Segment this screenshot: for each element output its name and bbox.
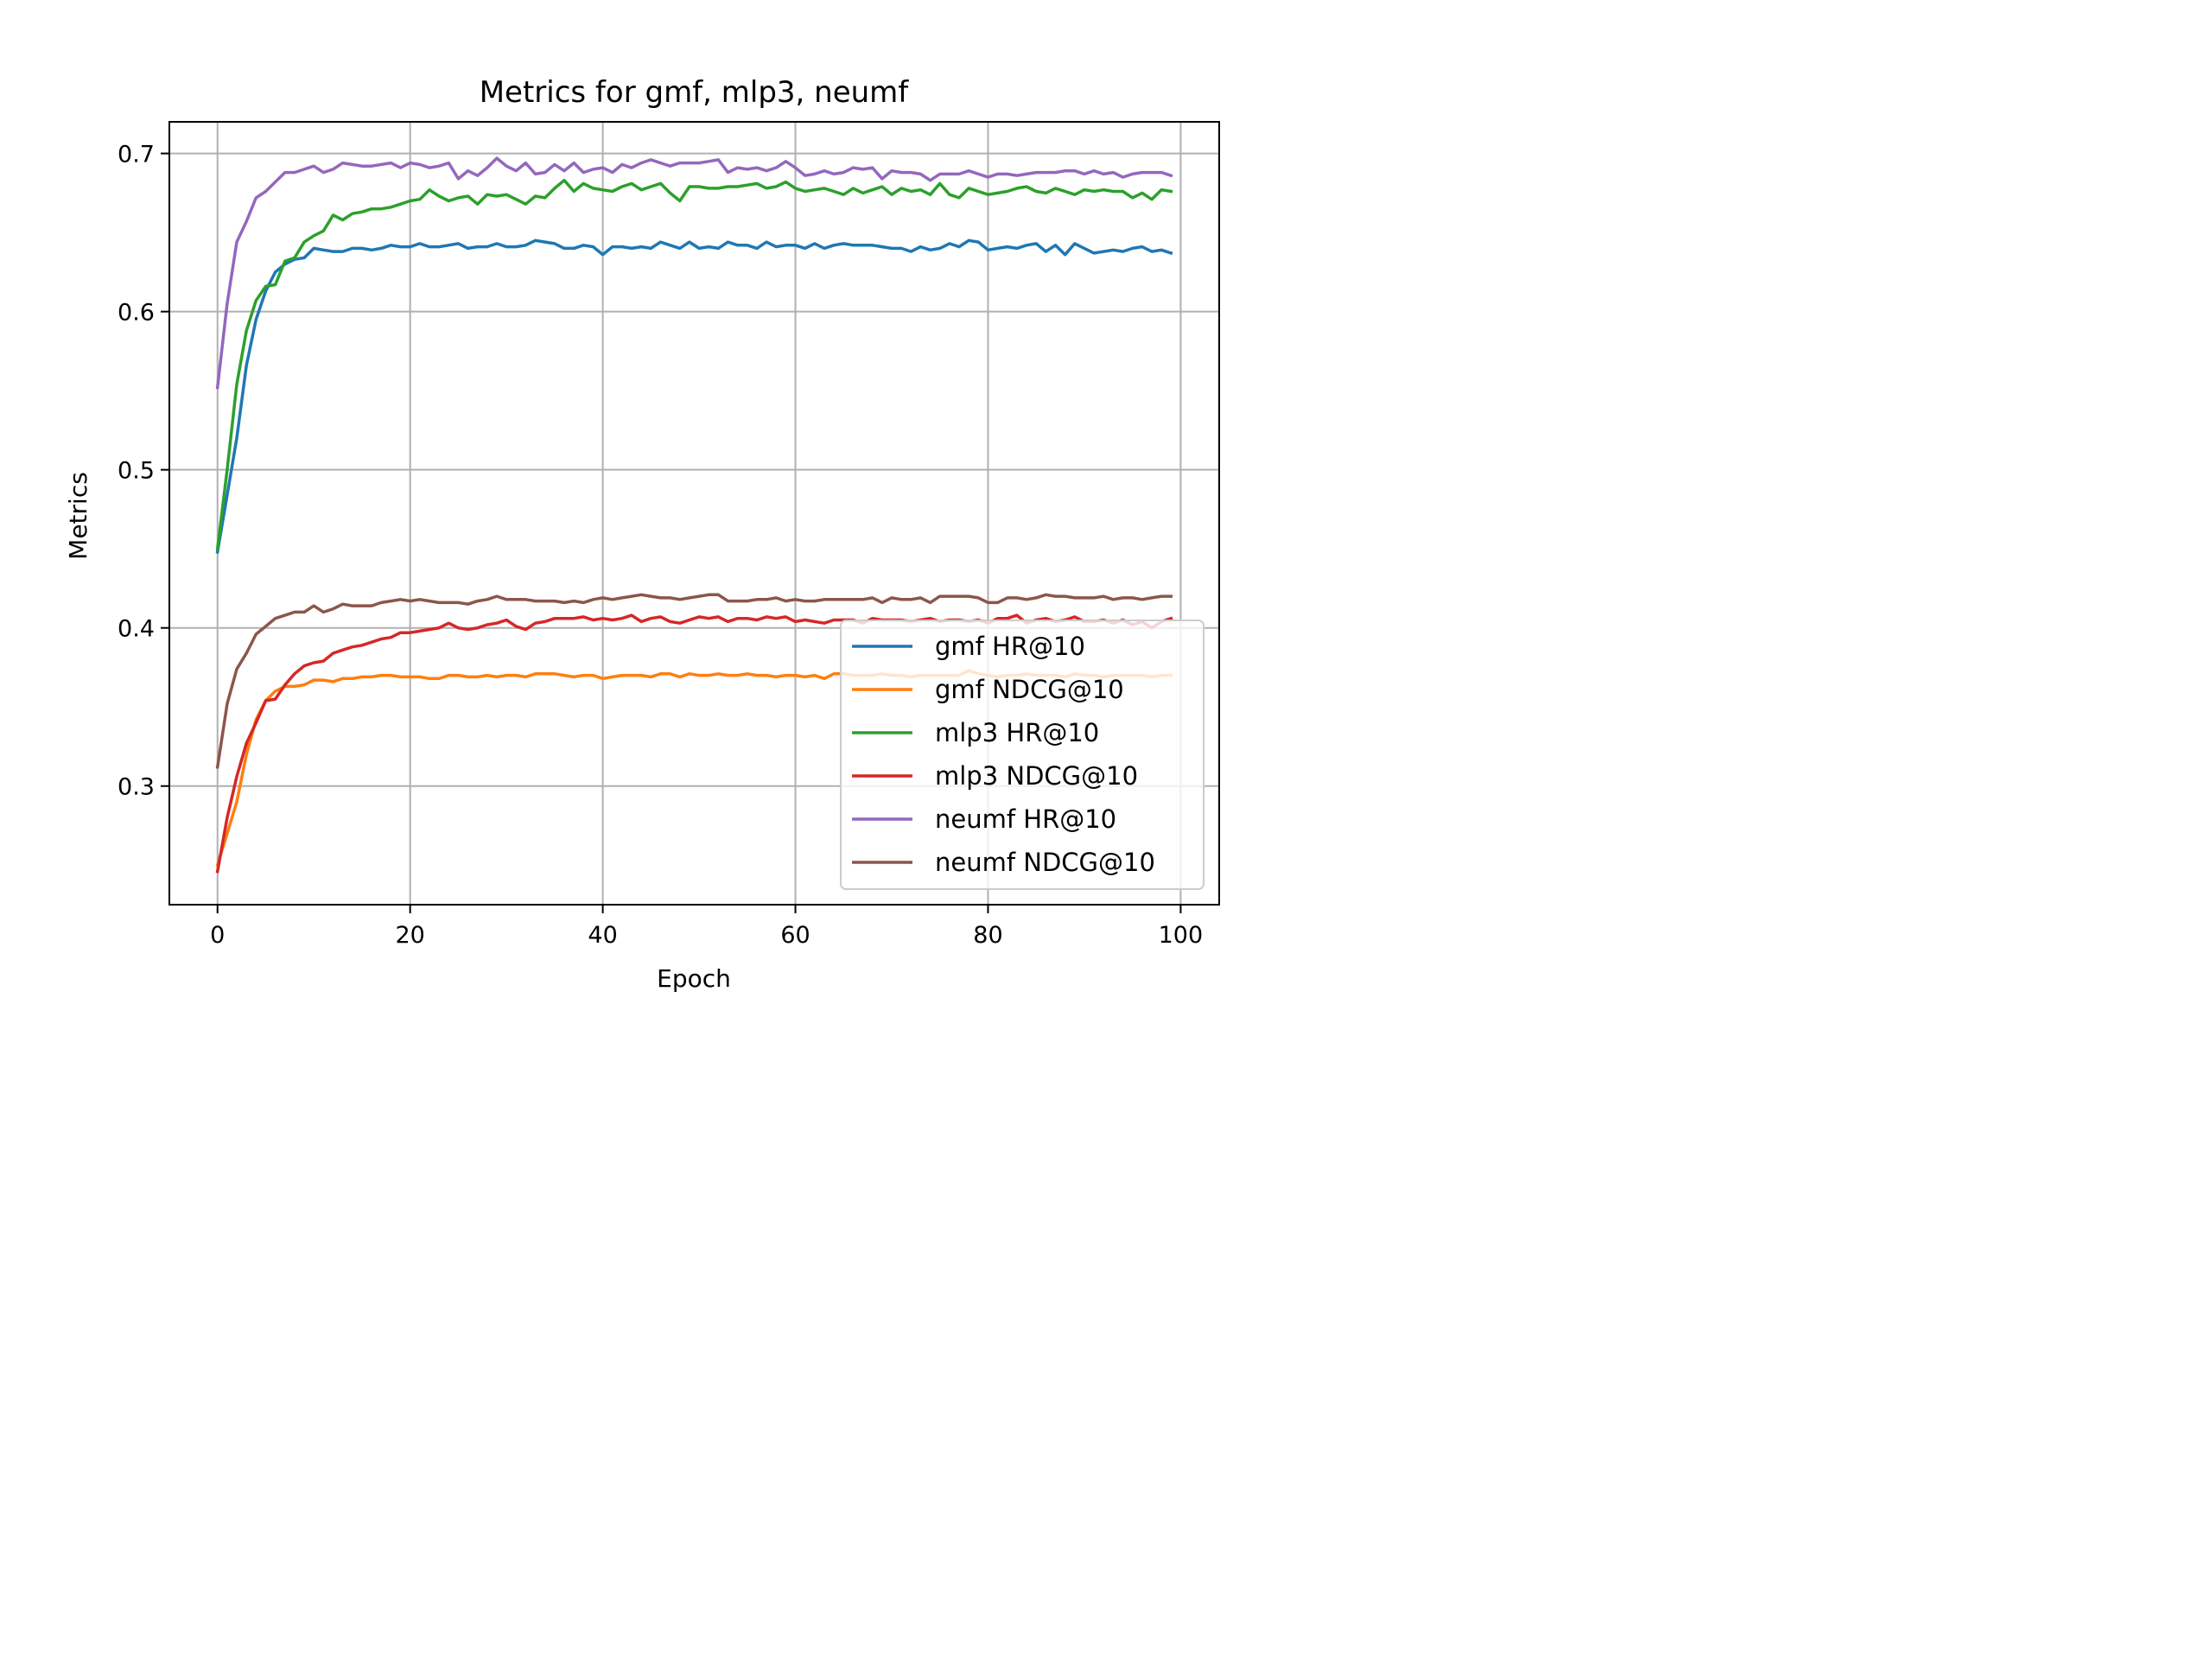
series-layer: [215, 156, 1173, 874]
series-line-neumf-ndcg-10: [215, 593, 1173, 769]
legend-label: neumf NDCG@10: [935, 848, 1155, 877]
y-tick-label: 0.6: [118, 300, 155, 327]
legend-label: neumf HR@10: [935, 804, 1116, 834]
y-tick-label: 0.7: [118, 142, 155, 168]
x-tick-label: 40: [588, 922, 617, 949]
x-tick-label: 20: [395, 922, 424, 949]
legend-label: gmf NDCG@10: [935, 675, 1124, 704]
y-axis-label: Metrics: [64, 472, 92, 560]
plot-frame: [168, 121, 1220, 906]
x-tick-label: 100: [1159, 922, 1204, 949]
series-line-mlp3-ndcg-10: [215, 613, 1173, 874]
ticks: 0 20 40 60 80 100 0.3 0.4 0.5 0.6 0.7: [118, 142, 1203, 949]
legend-box: [840, 620, 1205, 890]
series-line-gmf-hr-10: [215, 238, 1173, 554]
series-line-mlp3-hr-10: [215, 178, 1173, 551]
chart: Metrics for gmf, mlp3, neumf 0 20 40 60 80 10…: [0, 0, 1336, 1001]
y-tick-label: 0.5: [118, 458, 155, 485]
legend-label: gmf HR@10: [935, 632, 1085, 661]
chart-title: Metrics for gmf, mlp3, neumf: [480, 75, 910, 110]
x-axis-label: Epoch: [657, 964, 731, 993]
y-tick-label: 0.4: [118, 616, 155, 643]
y-tick-label: 0.3: [118, 774, 155, 801]
x-tick-label: 80: [973, 922, 1002, 949]
legend: gmf HR@10 gmf NDCG@10 mlp3 HR@10 mlp3 NDCG@…: [840, 620, 1205, 890]
legend-label: mlp3 NDCG@10: [935, 761, 1138, 791]
x-tick-label: 0: [210, 922, 225, 949]
x-tick-label: 60: [780, 922, 810, 949]
series-line-neumf-hr-10: [215, 156, 1173, 390]
grid: [169, 122, 1219, 905]
legend-label: mlp3 HR@10: [935, 718, 1099, 747]
